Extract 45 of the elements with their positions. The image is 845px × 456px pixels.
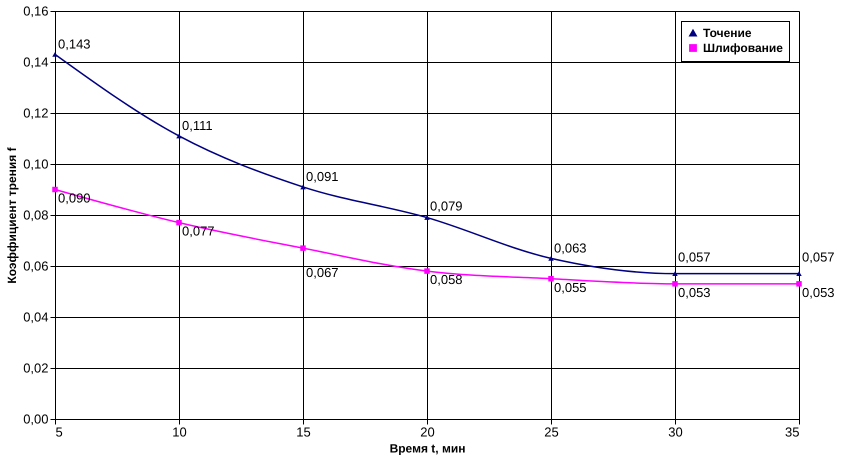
legend-label: Точение <box>703 26 752 40</box>
data-label: 0,055 <box>554 280 587 295</box>
point <box>424 215 430 220</box>
x-tick-label: 20 <box>420 424 435 440</box>
x-tick-label: 25 <box>544 424 559 440</box>
data-label: 0,057 <box>678 250 711 265</box>
y-axis-title: Коэффициент трения f <box>5 146 20 284</box>
y-tick-label: 0,10 <box>23 156 48 172</box>
legend-label: Шлифование <box>703 41 784 55</box>
y-tick-label: 0,08 <box>23 208 48 222</box>
y-tick-label: 0,04 <box>23 310 48 324</box>
point <box>796 281 802 287</box>
point <box>300 245 306 251</box>
point <box>796 271 802 276</box>
data-label: 0,079 <box>430 198 463 214</box>
y-tick-label: 0,12 <box>23 106 48 120</box>
x-tick-label: 5 <box>56 424 63 440</box>
x-tick-label: 35 <box>785 424 800 440</box>
y-tick-label: 0,16 <box>23 4 48 18</box>
point <box>176 220 182 226</box>
x-tick-label: 10 <box>172 424 187 440</box>
point <box>672 281 678 287</box>
y-tick-label: 0,06 <box>23 258 48 274</box>
data-label: 0,077 <box>182 224 215 239</box>
data-label: 0,063 <box>554 240 587 256</box>
point <box>424 268 430 274</box>
point <box>672 271 678 276</box>
y-tick-label: 0,00 <box>23 412 48 426</box>
data-label: 0,111 <box>182 118 213 133</box>
data-label: 0,143 <box>58 36 91 52</box>
data-label: 0,053 <box>678 284 711 300</box>
y-tick-label: 0,02 <box>23 360 48 376</box>
point <box>300 184 306 190</box>
point <box>548 276 554 282</box>
x-tick-label: 15 <box>296 424 311 440</box>
data-label: 0,091 <box>306 168 339 184</box>
data-label: 0,057 <box>802 250 835 265</box>
data-label: 0,067 <box>306 265 339 280</box>
x-axis-title: Время t, мин <box>390 442 466 456</box>
x-tick-label: 30 <box>668 424 683 440</box>
data-label: 0,090 <box>58 190 91 206</box>
data-label: 0,053 <box>802 284 835 300</box>
y-tick-label: 0,14 <box>23 54 48 70</box>
data-label: 0,058 <box>430 272 463 288</box>
point <box>176 134 182 138</box>
